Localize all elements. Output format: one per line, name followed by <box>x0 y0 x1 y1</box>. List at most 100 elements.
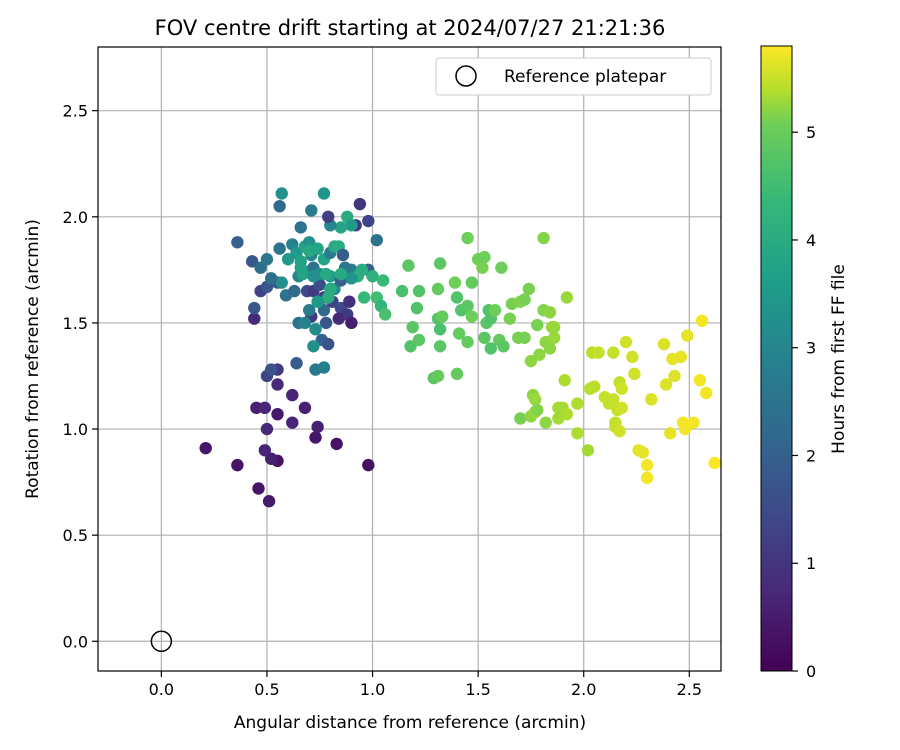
data-point <box>560 407 574 421</box>
data-point <box>302 236 316 249</box>
data-point <box>298 316 312 330</box>
data-point <box>410 301 424 315</box>
y-tick-label: 0.0 <box>63 632 88 651</box>
data-point <box>330 437 343 451</box>
colorbar <box>760 45 793 672</box>
data-point <box>431 369 445 383</box>
y-tick-label: 2.5 <box>63 102 88 121</box>
data-point <box>379 308 392 321</box>
data-point <box>478 250 491 264</box>
data-point <box>273 242 286 255</box>
data-point <box>395 284 409 298</box>
data-point <box>334 221 348 234</box>
data-point <box>313 278 326 291</box>
data-point <box>592 346 605 359</box>
reference-marker <box>150 630 173 653</box>
plot-frame <box>97 46 722 672</box>
data-point <box>406 320 419 334</box>
data-point <box>288 284 301 298</box>
colorbar-tick-label: 5 <box>806 123 816 142</box>
data-point <box>626 350 639 364</box>
data-point <box>571 397 584 410</box>
data-point <box>305 204 318 217</box>
x-axis-ticks: 0.0 0.5 1.0 1.5 2.0 2.5 <box>149 671 702 699</box>
data-point <box>252 482 265 495</box>
y-axis-ticks: 0.0 0.5 1.0 1.5 2.0 2.5 <box>63 102 98 651</box>
data-point <box>199 441 212 455</box>
data-point <box>465 310 478 323</box>
data-point <box>307 270 320 283</box>
data-point <box>258 444 272 457</box>
data-point <box>531 403 544 417</box>
data-point <box>332 312 345 325</box>
legend-marker <box>455 65 477 87</box>
data-point <box>518 293 531 306</box>
data-point <box>321 337 335 351</box>
data-point <box>294 261 307 274</box>
data-point <box>273 199 286 213</box>
data-point <box>433 340 447 353</box>
data-point <box>231 236 244 249</box>
data-point <box>695 314 709 327</box>
data-point <box>345 272 358 285</box>
data-point <box>588 380 601 393</box>
data-point <box>309 323 322 336</box>
data-point <box>317 187 331 200</box>
data-point <box>298 401 312 415</box>
data-point <box>362 214 375 228</box>
data-point <box>376 274 390 287</box>
data-point <box>495 261 508 274</box>
data-point <box>321 291 335 304</box>
data-point <box>248 301 261 315</box>
data-point <box>674 350 688 364</box>
data-point <box>484 342 498 355</box>
data-point <box>571 427 584 440</box>
x-tick-label: 2.0 <box>571 680 596 699</box>
data-point <box>254 261 267 274</box>
y-axis-label: Rotation from reference (arcmin) <box>23 219 43 499</box>
colorbar-tick-label: 0 <box>806 662 816 681</box>
reference-point <box>150 630 173 653</box>
data-point <box>433 257 447 270</box>
data-point <box>543 342 557 355</box>
data-point <box>319 267 333 281</box>
data-point <box>281 253 295 266</box>
data-point <box>448 276 462 289</box>
data-point <box>433 323 447 336</box>
data-point <box>607 346 620 359</box>
data-point <box>636 446 650 459</box>
data-point <box>476 261 489 274</box>
data-point <box>264 363 278 376</box>
data-point <box>366 270 379 283</box>
y-tick-label: 1.5 <box>63 314 88 333</box>
x-axis-label: Angular distance from reference (arcmin) <box>234 713 586 733</box>
data-point <box>260 253 274 266</box>
data-point <box>319 316 333 330</box>
data-point <box>353 197 367 211</box>
colorbar-tick-label: 2 <box>806 446 816 465</box>
data-point <box>640 458 654 472</box>
data-point <box>311 295 324 308</box>
colorbar-tick-label: 4 <box>806 231 816 250</box>
data-point <box>668 369 681 383</box>
data-point <box>231 458 244 472</box>
data-point <box>681 329 694 342</box>
data-point <box>461 231 474 245</box>
data-point <box>355 263 369 277</box>
data-point <box>271 378 284 391</box>
data-point <box>645 393 658 406</box>
x-tick-label: 1.0 <box>360 680 385 699</box>
data-point <box>264 272 278 285</box>
data-point <box>264 452 278 465</box>
data-point <box>286 388 299 402</box>
data-point <box>619 335 633 349</box>
data-point <box>357 291 371 304</box>
data-point <box>615 382 628 395</box>
data-point <box>402 259 415 272</box>
data-point <box>547 320 561 334</box>
data-point <box>461 335 474 349</box>
x-tick-label: 2.5 <box>677 680 702 699</box>
data-point <box>343 295 356 308</box>
data-point <box>311 420 324 434</box>
data-point <box>412 284 426 298</box>
